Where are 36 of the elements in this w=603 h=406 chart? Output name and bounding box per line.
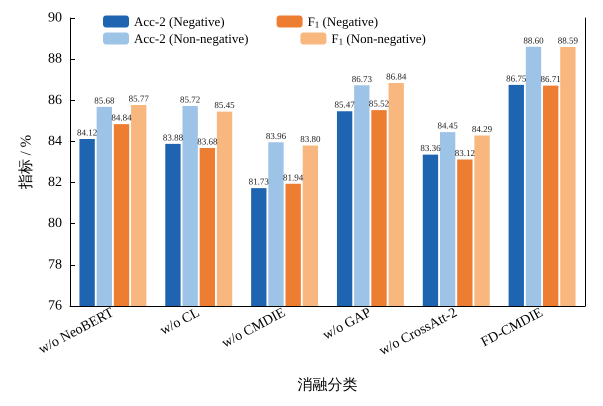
data-label: 83.80 [300, 134, 322, 144]
y-axis-title: 指标 / % [18, 134, 34, 190]
data-label: 85.72 [180, 94, 200, 105]
y-tick-label: 88 [48, 52, 62, 67]
data-label: 83.36 [420, 143, 442, 154]
data-label: 83.96 [266, 130, 287, 141]
y-tick-label: 76 [48, 298, 62, 314]
legend-label: Acc-2 (Non-negative) [134, 31, 248, 46]
y-tick-label: 82 [48, 175, 62, 190]
data-label: 86.84 [386, 72, 407, 82]
data-label: 85.77 [128, 94, 150, 104]
data-label: 86.71 [540, 74, 561, 84]
data-label: 83.88 [162, 132, 184, 142]
legend-label: Acc-2 (Negative) [134, 14, 225, 29]
data-label: 84.29 [472, 124, 493, 134]
x-tick-label: w/o CL [158, 305, 202, 338]
data-label: 84.84 [111, 112, 132, 123]
x-axis-title: 消融分类 [298, 376, 358, 394]
data-label: 88.59 [558, 36, 579, 46]
y-tick-label: 80 [48, 216, 62, 232]
data-label: 85.47 [334, 100, 356, 110]
data-label: 85.45 [214, 100, 236, 110]
data-label: 85.52 [368, 98, 390, 109]
data-label: 86.73 [352, 74, 372, 84]
y-tick-label: 84 [48, 134, 62, 149]
x-tick-label: w/o GAP [320, 305, 374, 344]
y-tick-label: 86 [48, 92, 62, 108]
y-tick-label: 78 [48, 257, 62, 272]
data-label: 86.75 [506, 73, 527, 84]
data-label: 83.12 [454, 148, 475, 158]
data-label: 84.12 [76, 127, 98, 138]
y-tick-label: 90 [48, 10, 62, 26]
data-label: 85.68 [94, 95, 115, 106]
data-label: 81.73 [248, 176, 270, 187]
data-label: 88.60 [523, 35, 544, 46]
data-label: 84.45 [438, 120, 458, 131]
